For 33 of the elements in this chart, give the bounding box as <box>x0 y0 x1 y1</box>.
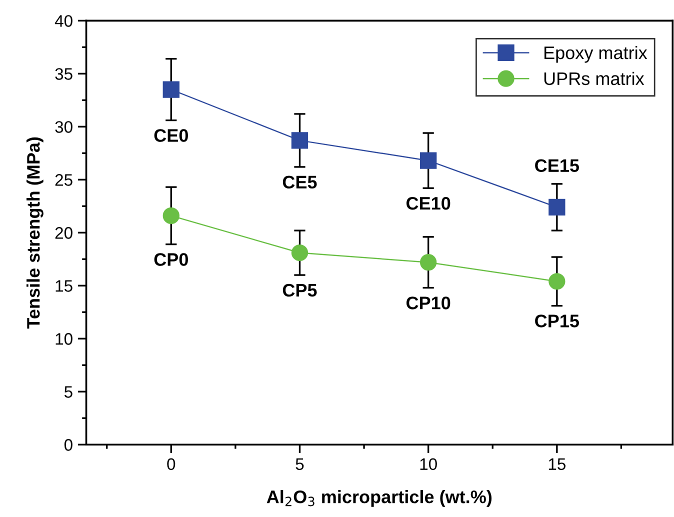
annotation: CE10 <box>406 196 450 210</box>
x-tick-label: 10 <box>420 458 437 470</box>
point <box>420 152 437 169</box>
x-tick-label: 15 <box>548 458 566 470</box>
annotation: CE5 <box>282 176 317 189</box>
legend-label: UPRs matrix <box>544 72 644 86</box>
y-axis-title: Tensile strength (MPa) <box>26 137 44 329</box>
point <box>548 198 566 216</box>
point <box>548 273 566 290</box>
annotation: CE15 <box>535 159 579 172</box>
point <box>420 254 437 271</box>
y-tick-label: 5 <box>64 386 72 398</box>
y-tick-label: 10 <box>56 333 72 345</box>
y-tick-label: 30 <box>55 121 72 133</box>
annotation: CP15 <box>535 314 579 328</box>
annotation: CP0 <box>154 253 188 266</box>
annotation: CE0 <box>154 129 188 142</box>
point <box>162 81 180 98</box>
y-tick-label: 20 <box>55 227 72 239</box>
annotation: CP10 <box>406 296 450 310</box>
y-tick-label: 40 <box>54 15 72 27</box>
y-tick-label: 35 <box>55 68 72 80</box>
y-tick-label: 0 <box>64 439 72 451</box>
legend-label: Epoxy matrix <box>544 46 648 63</box>
y-tick-label: 25 <box>55 174 72 186</box>
point <box>291 132 308 149</box>
point <box>162 207 180 224</box>
x-axis-title: Al$_{2}$O$_{3}$ microparticle (wt.%) <box>266 490 492 507</box>
annotation: CP5 <box>282 284 317 297</box>
y-tick-label: 15 <box>56 280 72 292</box>
x-tick-label: 0 <box>167 458 176 470</box>
x-tick-label: 5 <box>296 458 304 470</box>
point <box>291 244 308 262</box>
